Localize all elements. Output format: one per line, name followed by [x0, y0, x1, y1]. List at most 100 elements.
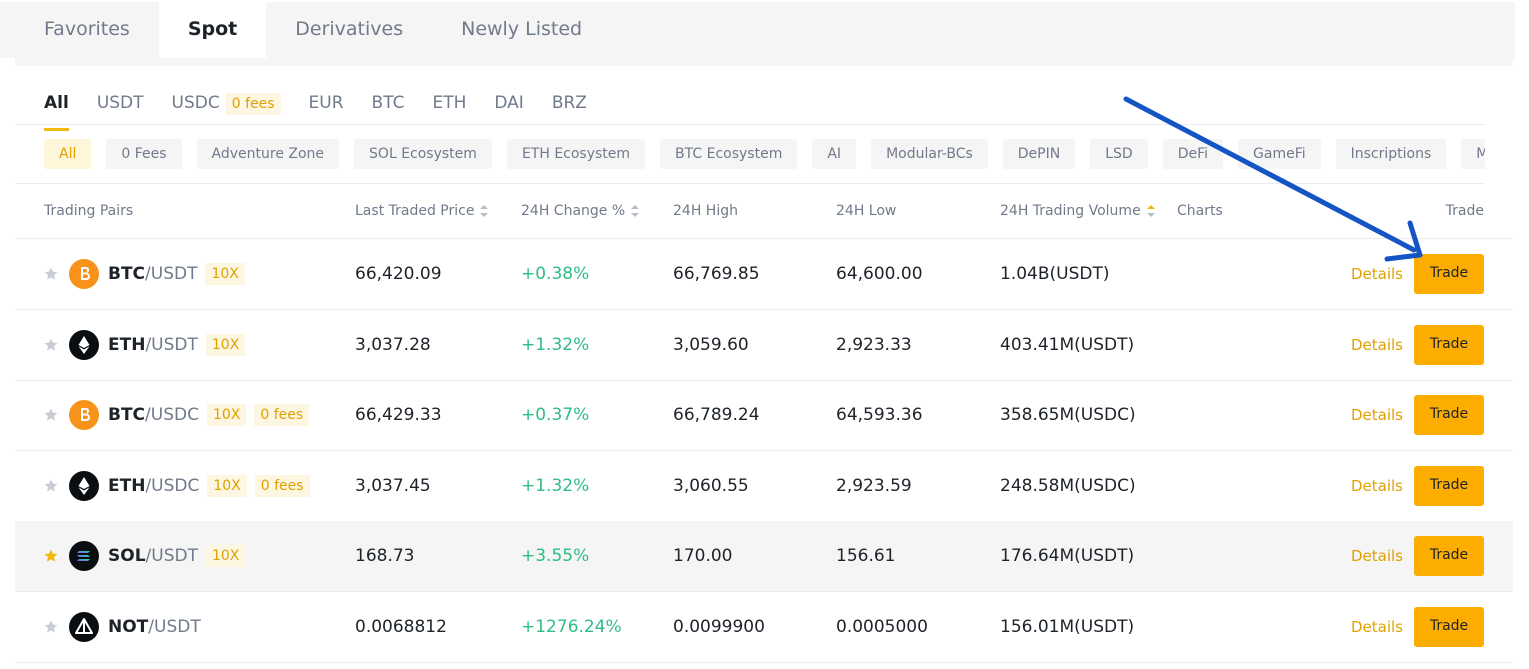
- base-asset: ETH: [108, 334, 146, 355]
- coin-icon: [69, 259, 99, 289]
- market-row: SOL/USDT 10X 168.73 +3.55% 170.00 156.61 176.6…: [15, 521, 1513, 592]
- column-label: Trade: [1445, 203, 1484, 219]
- pair-tag: 10X: [205, 333, 246, 356]
- cell-high: 66,769.85: [673, 264, 760, 284]
- cell-price: 3,037.28: [355, 334, 431, 355]
- column-header: Charts: [1177, 184, 1223, 238]
- cell-change: +0.37%: [521, 405, 590, 425]
- cell-price: 168.73: [355, 546, 415, 566]
- quote-tab[interactable]: USDC 0 fees: [172, 76, 281, 131]
- cell-high: 3,060.55: [673, 475, 749, 496]
- trade-button[interactable]: Trade: [1414, 536, 1484, 576]
- filter-chip[interactable]: DeFi: [1162, 139, 1224, 169]
- column-header[interactable]: 24H Trading Volume: [1000, 184, 1155, 238]
- filter-chip[interactable]: DePIN: [1002, 139, 1076, 169]
- column-header: Trade: [1446, 184, 1484, 238]
- filter-chip[interactable]: 0 Fees: [106, 139, 182, 169]
- fee-badge: 0 fees: [225, 92, 281, 115]
- coin-icon: [69, 470, 99, 501]
- filter-chip[interactable]: Meme: [1461, 139, 1485, 169]
- favorite-star[interactable]: [44, 549, 58, 563]
- trade-button[interactable]: Trade: [1414, 324, 1484, 365]
- quote-label: BRZ: [551, 93, 587, 113]
- filter-chip[interactable]: Modular-BCs: [871, 139, 988, 169]
- quote-asset: /USDT: [145, 264, 198, 284]
- cell-volume: 358.65M(USDC): [1000, 405, 1136, 425]
- details-link[interactable]: Details: [1351, 335, 1404, 354]
- market-row: ETH/USDT 10X 3,037.28 +1.32% 3,059.60 2,923.3…: [15, 310, 1513, 381]
- quote-tab[interactable]: BTC: [372, 76, 405, 131]
- cell-low: 2,923.59: [836, 475, 912, 496]
- details-link[interactable]: Details: [1351, 547, 1404, 565]
- quote-asset: /USDT: [148, 616, 201, 637]
- sort-icon: [480, 205, 489, 217]
- coin-icon: [69, 541, 99, 571]
- cell-low: 2,923.33: [836, 334, 912, 355]
- filter-chip[interactable]: LSD: [1090, 139, 1148, 169]
- pair-tag: 10X: [205, 263, 245, 285]
- market-row: BTC/USDC 10X 0 fees 66,429.33 +0.37% 66,789.2…: [15, 380, 1513, 451]
- favorite-star[interactable]: [44, 338, 58, 352]
- favorite-star[interactable]: [44, 267, 58, 281]
- filter-chip[interactable]: GameFi: [1238, 139, 1321, 169]
- quote-label: BTC: [371, 93, 405, 113]
- quote-tab[interactable]: ETH: [432, 76, 466, 131]
- favorite-star[interactable]: [44, 479, 58, 493]
- filter-chip[interactable]: Inscriptions: [1335, 139, 1447, 169]
- trade-button[interactable]: Trade: [1414, 606, 1484, 647]
- quote-tabs: All USDT USDC 0 fees EUR BTC ETH DAI BRZ: [44, 76, 587, 131]
- base-asset: NOT: [108, 616, 149, 637]
- filter-chip[interactable]: SOL Ecosystem: [354, 139, 492, 169]
- market-tab[interactable]: Spot: [158, 2, 267, 58]
- filter-chip[interactable]: AI: [812, 139, 857, 169]
- pair-tag: 0 fees: [254, 404, 310, 426]
- column-header[interactable]: 24H Change %: [521, 184, 640, 238]
- details-link[interactable]: Details: [1351, 476, 1404, 495]
- favorite-star[interactable]: [44, 408, 58, 422]
- sort-icon: [1146, 205, 1155, 217]
- markets-panel: All USDT USDC 0 fees EUR BTC ETH DAI BRZ All 0 Fe…: [15, 58, 1513, 669]
- quote-tab[interactable]: EUR: [309, 76, 344, 131]
- trade-button[interactable]: Trade: [1414, 395, 1484, 435]
- quote-tab[interactable]: USDT: [97, 76, 144, 131]
- market-tab[interactable]: Newly Listed: [461, 18, 583, 40]
- sort-icon: [631, 205, 640, 217]
- trading-pair: ETH/USDC 10X 0 fees: [44, 451, 310, 521]
- pair-tag: 10X: [205, 545, 246, 567]
- column-label: 24H Change %: [521, 203, 626, 219]
- column-label: 24H Trading Volume: [1000, 203, 1141, 219]
- favorite-star[interactable]: [44, 620, 58, 634]
- quote-tab[interactable]: BRZ: [552, 76, 587, 131]
- coin-icon: [69, 329, 99, 360]
- market-tab[interactable]: Derivatives: [295, 18, 404, 40]
- market-tab[interactable]: Favorites: [44, 18, 130, 40]
- trade-button[interactable]: Trade: [1414, 254, 1484, 294]
- pair-tag: 10X: [207, 474, 247, 497]
- cell-change: +1.32%: [521, 334, 590, 355]
- cell-volume: 403.41M(USDT): [1000, 334, 1135, 355]
- quote-tab[interactable]: DAI: [494, 76, 523, 131]
- base-asset: SOL: [108, 546, 146, 566]
- details-link[interactable]: Details: [1351, 406, 1404, 424]
- filter-chip[interactable]: ETH Ecosystem: [506, 139, 646, 169]
- cell-change: +0.38%: [521, 264, 590, 284]
- details-link[interactable]: Details: [1351, 617, 1404, 636]
- quote-tab[interactable]: All: [44, 76, 69, 131]
- pair-tag: 10X: [206, 404, 247, 426]
- market-row: ETH/USDC 10X 0 fees 3,037.45 +1.32% 3,060.55 2…: [15, 451, 1513, 522]
- trading-pair: BTC/USDC 10X 0 fees: [44, 380, 310, 450]
- market-row: NOT/USDT 0.0068812 +1276.24% 0.0099900 0.000…: [15, 592, 1513, 663]
- cell-volume: 248.58M(USDC): [1000, 475, 1136, 496]
- cell-change: +1276.24%: [521, 616, 622, 637]
- base-asset: BTC: [108, 405, 146, 425]
- details-link[interactable]: Details: [1351, 265, 1404, 283]
- cell-low: 64,593.36: [836, 405, 923, 425]
- filter-chip[interactable]: All: [44, 139, 92, 169]
- quote-label: ETH: [432, 93, 467, 113]
- column-header[interactable]: Last Traded Price: [355, 184, 489, 238]
- filter-chip[interactable]: BTC Ecosystem: [660, 139, 798, 169]
- trade-button[interactable]: Trade: [1414, 465, 1484, 506]
- filter-chip[interactable]: Adventure Zone: [196, 139, 340, 169]
